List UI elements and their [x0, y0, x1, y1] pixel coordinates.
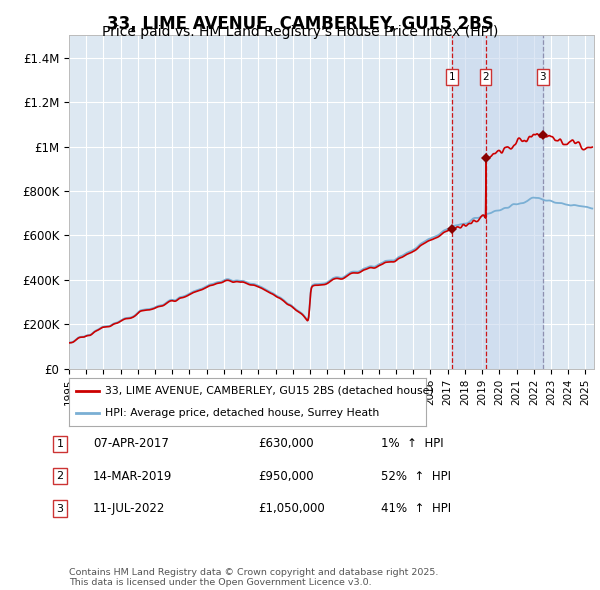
Text: 14-MAR-2019: 14-MAR-2019: [93, 470, 172, 483]
Text: £950,000: £950,000: [258, 470, 314, 483]
Text: 11-JUL-2022: 11-JUL-2022: [93, 502, 166, 515]
Text: Contains HM Land Registry data © Crown copyright and database right 2025.
This d: Contains HM Land Registry data © Crown c…: [69, 568, 439, 587]
Text: 33, LIME AVENUE, CAMBERLEY, GU15 2BS: 33, LIME AVENUE, CAMBERLEY, GU15 2BS: [107, 15, 493, 33]
Text: 1: 1: [449, 72, 455, 82]
Text: 33, LIME AVENUE, CAMBERLEY, GU15 2BS (detached house): 33, LIME AVENUE, CAMBERLEY, GU15 2BS (de…: [105, 386, 433, 396]
Text: 3: 3: [539, 72, 546, 82]
Text: Price paid vs. HM Land Registry's House Price Index (HPI): Price paid vs. HM Land Registry's House …: [102, 25, 498, 40]
Text: 52%  ↑  HPI: 52% ↑ HPI: [381, 470, 451, 483]
Text: 41%  ↑  HPI: 41% ↑ HPI: [381, 502, 451, 515]
Text: 3: 3: [56, 504, 64, 513]
Text: HPI: Average price, detached house, Surrey Heath: HPI: Average price, detached house, Surr…: [105, 408, 379, 418]
Bar: [452, 35, 543, 369]
Text: £630,000: £630,000: [258, 437, 314, 450]
Text: £1,050,000: £1,050,000: [258, 502, 325, 515]
Text: 1%  ↑  HPI: 1% ↑ HPI: [381, 437, 443, 450]
Text: 2: 2: [56, 471, 64, 481]
Text: 1: 1: [56, 439, 64, 448]
Text: 07-APR-2017: 07-APR-2017: [93, 437, 169, 450]
Text: 2: 2: [482, 72, 489, 82]
